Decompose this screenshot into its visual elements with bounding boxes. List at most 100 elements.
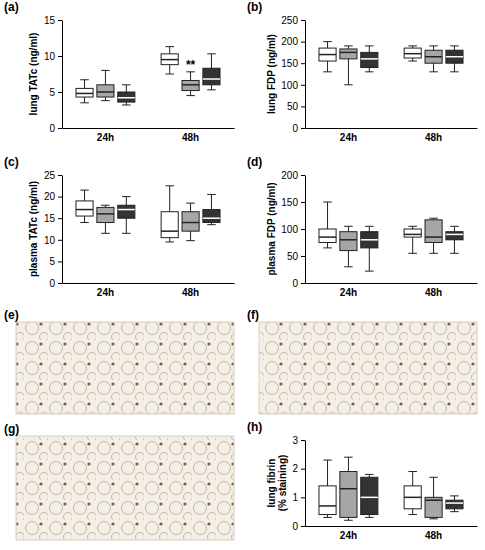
x-axis-line	[306, 128, 478, 129]
median	[76, 93, 93, 95]
box-body	[404, 486, 421, 509]
median	[446, 56, 463, 58]
whisker-cap-max	[450, 45, 459, 46]
y-tick-label: 50	[287, 101, 299, 112]
y-tick-label: 200	[281, 36, 298, 47]
box	[118, 197, 135, 234]
x-tick: 24h	[340, 283, 357, 298]
micrograph-panel: (e)	[4, 308, 234, 414]
y-tick-mark	[301, 469, 305, 470]
x-axis: 24h48h	[63, 283, 235, 298]
median	[97, 91, 114, 93]
x-tick-label: 48h	[182, 132, 199, 143]
median	[182, 84, 199, 86]
y-tick-mark	[301, 175, 305, 176]
whisker-cap-min	[450, 253, 459, 254]
whisker-cap-max	[207, 194, 216, 195]
box-body	[97, 207, 114, 222]
whisker-cap-max	[365, 45, 374, 46]
whisker-cap-min	[80, 222, 89, 223]
y-tick-mark	[58, 56, 62, 57]
whisker-cap-min	[165, 74, 174, 75]
y-tick-mark	[301, 526, 305, 527]
y-axis: 050100150200	[281, 170, 305, 289]
y-tick-mark	[301, 283, 305, 284]
y-tick: 200	[281, 170, 305, 181]
y-tick-mark	[58, 261, 62, 262]
y-tick-mark	[301, 497, 305, 498]
box-body	[161, 212, 178, 238]
micrograph-panel: (f)	[247, 308, 477, 414]
y-tick: 150	[281, 197, 305, 208]
box-body	[425, 50, 442, 63]
y-tick: 0	[292, 123, 305, 134]
box-body	[446, 500, 463, 509]
y-tick-mark	[301, 106, 305, 107]
median	[118, 97, 135, 99]
y-tick-mark	[58, 20, 62, 21]
marks	[76, 47, 220, 105]
y-tick-label: 0	[292, 123, 298, 134]
whisker-cap-max	[450, 495, 459, 496]
y-tick-label: 20	[44, 191, 56, 202]
whisker-cap-min	[323, 71, 332, 72]
whisker-cap-max	[429, 45, 438, 46]
median	[97, 213, 114, 215]
box-body	[118, 205, 135, 218]
x-tick: 48h	[425, 526, 442, 541]
y-tick: 3	[292, 435, 305, 446]
median	[319, 54, 336, 56]
median	[361, 58, 378, 60]
x-tick: 48h	[425, 283, 442, 298]
median	[76, 209, 93, 211]
y-tick: 10	[44, 235, 62, 246]
whisker-cap-min	[365, 271, 374, 272]
box	[361, 226, 378, 271]
median	[182, 222, 199, 224]
median	[340, 239, 357, 241]
box	[203, 194, 220, 224]
whisker-cap-min	[80, 102, 89, 103]
x-axis-line	[63, 128, 235, 129]
panel-label: (e)	[4, 308, 19, 322]
y-tick-mark	[58, 197, 62, 198]
box	[182, 72, 199, 96]
y-tick-mark	[58, 240, 62, 241]
box-body	[319, 229, 336, 243]
box-body	[319, 486, 336, 515]
whisker-cap-min	[344, 520, 353, 521]
box-body	[361, 477, 378, 514]
panel-label: (h)	[247, 420, 262, 434]
box	[76, 80, 93, 103]
box-chart: (a)05101524h48hlung TATc (ng/ml)**	[4, 0, 235, 143]
box-body	[161, 54, 178, 65]
y-axis-line	[62, 176, 63, 284]
y-tick-label: 0	[292, 278, 298, 289]
box	[404, 226, 421, 253]
y-axis-line	[305, 441, 306, 527]
x-tick: 48h	[182, 283, 199, 298]
box-body	[340, 472, 357, 518]
x-axis: 24h48h	[306, 526, 478, 541]
figure: (e) (f)(g) (a)05101524h48hlung TATc (ng/ml…	[0, 0, 485, 550]
box-body	[425, 497, 442, 517]
y-tick: 1	[292, 492, 305, 503]
median	[446, 234, 463, 236]
whisker-cap-max	[323, 460, 332, 461]
y-tick-label: 2	[292, 463, 298, 474]
box	[319, 460, 336, 517]
median	[404, 53, 421, 55]
micrograph-panel: (g)	[4, 422, 234, 540]
whisker-cap-min	[365, 517, 374, 518]
median	[404, 234, 421, 236]
box	[161, 47, 178, 74]
whisker-cap-min	[450, 71, 459, 72]
whisker-cap-max	[101, 205, 110, 206]
y-tick: 10	[44, 51, 62, 62]
box	[446, 46, 463, 72]
x-tick-label: 24h	[340, 132, 357, 143]
y-tick-mark	[58, 283, 62, 284]
box	[425, 218, 442, 253]
median	[425, 56, 442, 58]
x-tick: 48h	[182, 128, 199, 143]
